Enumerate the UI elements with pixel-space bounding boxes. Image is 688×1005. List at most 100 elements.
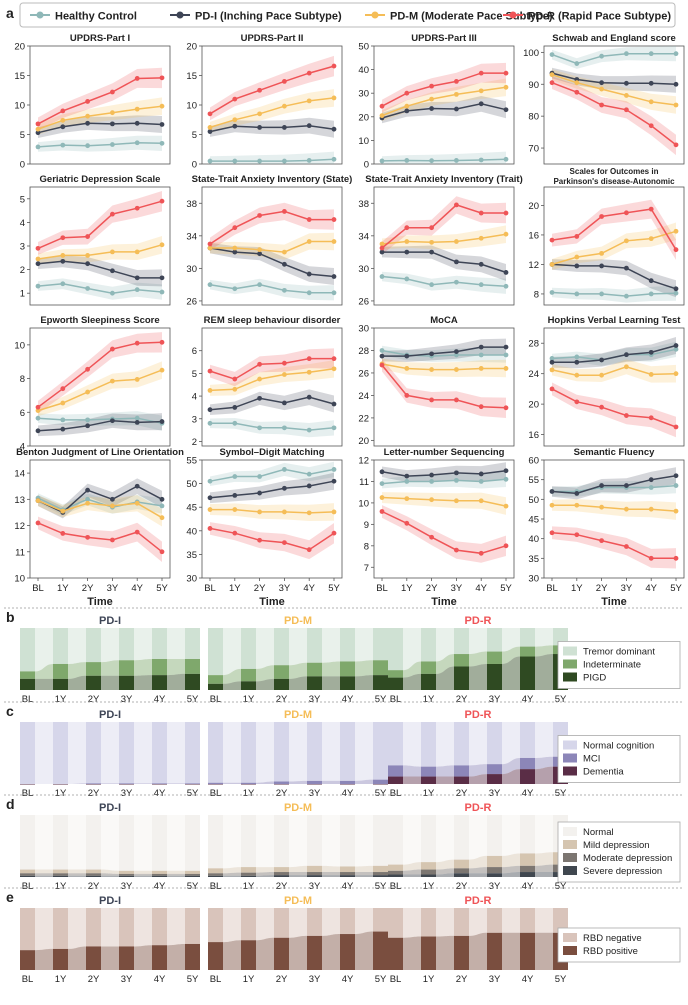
- x-tick-label: 4Y: [342, 974, 354, 985]
- data-point: [306, 356, 312, 362]
- stacked-bar-segment: [208, 784, 223, 785]
- data-point: [35, 256, 41, 262]
- stacked-bar-segment: [454, 776, 469, 784]
- legend-label: PD-I (Inching Pace Subtype): [195, 11, 342, 23]
- legend-swatch: [563, 740, 577, 750]
- data-point: [232, 245, 238, 251]
- y-tick-label: 10: [358, 136, 369, 147]
- flow-ribbon: [101, 908, 119, 947]
- data-point: [232, 386, 238, 392]
- flow-ribbon: [101, 869, 119, 874]
- confidence-band: [552, 199, 676, 260]
- data-point: [624, 265, 629, 271]
- stacked-bar-segment: [119, 870, 134, 874]
- data-point: [35, 130, 41, 136]
- data-point: [257, 425, 262, 431]
- data-point: [574, 399, 580, 405]
- chart-title-line: Scales for Outcomes in: [570, 167, 659, 176]
- chart-title: MoCA: [430, 315, 458, 326]
- data-point: [549, 502, 555, 508]
- data-point: [454, 498, 459, 504]
- y-tick-label: 22: [358, 413, 369, 424]
- data-point: [306, 427, 312, 433]
- stacked-bar-segment: [307, 676, 322, 690]
- flow-ribbon: [167, 870, 185, 874]
- stacked-bar-segment: [86, 722, 101, 784]
- series-line: [209, 283, 334, 294]
- stacked-bar-segment: [208, 683, 223, 690]
- series-line: [210, 508, 335, 514]
- y-tick-label: 6: [192, 346, 197, 357]
- series-line: [37, 122, 163, 134]
- sankey-legend-box: [557, 641, 681, 689]
- data-point: [454, 477, 459, 483]
- data-point: [159, 419, 165, 424]
- confidence-band: [38, 191, 162, 255]
- data-point: [673, 371, 679, 377]
- flow-ribbon: [101, 628, 119, 663]
- x-tick-label: 5Y: [670, 583, 682, 594]
- stacked-bar-segment: [274, 784, 289, 785]
- flow-ribbon: [167, 722, 185, 784]
- data-point: [454, 202, 459, 208]
- stacked-bar-segment: [340, 628, 355, 662]
- data-point: [232, 158, 238, 164]
- y-tick-label: 10: [358, 498, 369, 509]
- data-point: [282, 287, 287, 293]
- x-tick-label: 2Y: [456, 694, 468, 705]
- x-tick-label: 4Y: [475, 583, 487, 594]
- series-line: [209, 527, 335, 551]
- series-line: [381, 72, 506, 107]
- y-tick-label: 6: [20, 408, 25, 419]
- flow-ribbon: [469, 867, 487, 874]
- panel-label: c: [6, 703, 14, 719]
- flow-ribbon: [289, 780, 307, 784]
- stacked-bar-segment: [86, 873, 101, 876]
- data-point: [673, 81, 679, 87]
- data-point: [207, 507, 213, 512]
- stacked-bar-segment: [274, 665, 289, 679]
- stacked-bar-segment: [520, 757, 535, 770]
- stacked-bar-segment: [487, 764, 502, 775]
- stacked-bar-segment: [152, 659, 167, 676]
- data-point: [478, 404, 484, 410]
- x-tick-label: 1Y: [55, 694, 67, 705]
- y-tick-label: 24: [528, 369, 539, 380]
- legend-label: Tremor dominant: [583, 647, 655, 658]
- data-point: [503, 231, 509, 237]
- data-point: [331, 217, 337, 222]
- flow-ribbon: [289, 628, 307, 666]
- flow-ribbon: [256, 665, 274, 682]
- data-point: [454, 367, 459, 372]
- series-line: [551, 81, 677, 146]
- chart-title: Scales for Outcomes in Parkinson's diseas…: [553, 167, 675, 186]
- series-line: [381, 510, 507, 555]
- stacked-bar-segment: [119, 908, 134, 947]
- flow-ribbon: [322, 780, 340, 784]
- flow-ribbon: [502, 769, 520, 784]
- stacked-bar-segment: [520, 646, 535, 657]
- data-point: [379, 241, 385, 247]
- stacked-bar-segment: [20, 950, 35, 970]
- flow-ribbon: [256, 867, 274, 873]
- x-tick-label: 3Y: [309, 881, 321, 892]
- data-point: [429, 106, 434, 111]
- stacked-bar-segment: [520, 815, 535, 854]
- chart-panel: Scales for Outcomes in Parkinson's diseas…: [528, 167, 685, 306]
- series-line: [209, 480, 335, 499]
- series-line: [381, 469, 507, 477]
- stacked-bar-segment: [421, 722, 436, 767]
- x-tick-label: 1Y: [243, 788, 255, 799]
- data-point: [60, 281, 66, 287]
- chart-panel: Semantic Fluency 30 35 40 45 50 55 60 BL 1Y 2Y 3Y 4Y…: [528, 447, 685, 608]
- series-line: [37, 341, 163, 408]
- data-point: [207, 282, 213, 288]
- series-line: [37, 200, 163, 250]
- data-point: [35, 245, 41, 251]
- flow-ribbon: [35, 722, 53, 784]
- data-point: [404, 473, 410, 479]
- group-title: PD-M: [284, 802, 312, 814]
- stacked-bar-segment: [119, 660, 134, 676]
- flow-ribbon: [436, 666, 454, 690]
- data-point: [503, 107, 509, 113]
